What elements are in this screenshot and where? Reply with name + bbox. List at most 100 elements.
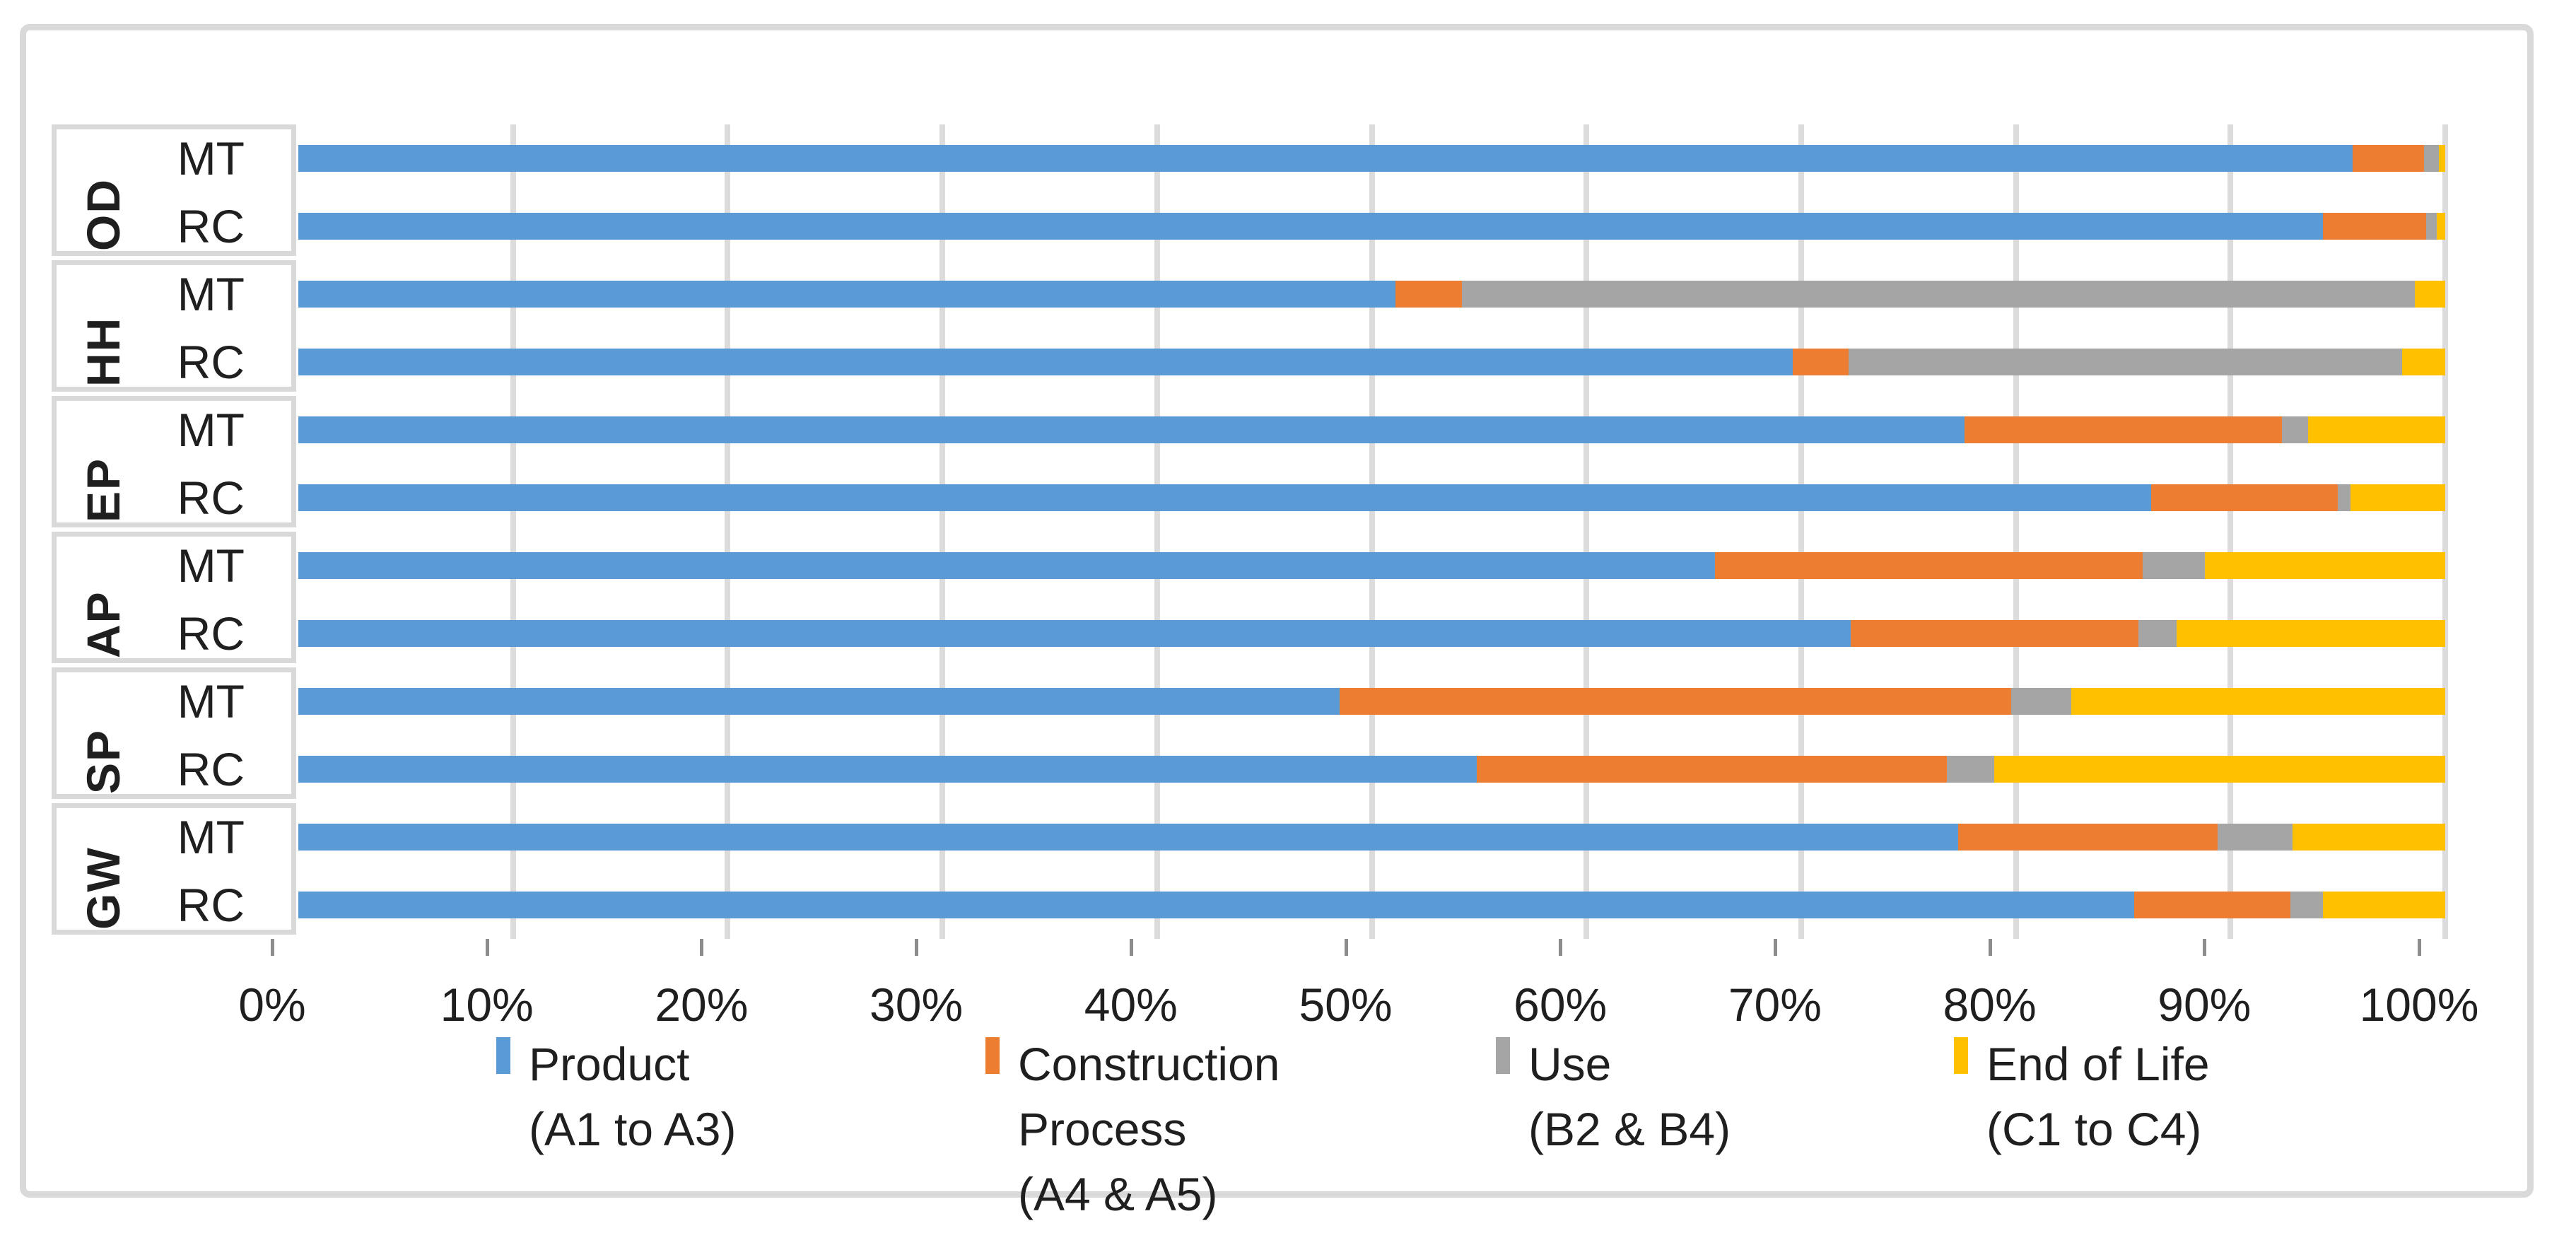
bar-segment-EP-RC-Use (B2 & B4): [2338, 484, 2351, 511]
bar-segment-OD-RC-Construction Process (A4 & A5): [2322, 213, 2426, 240]
bar-segment-OD-MT-Product (A1 to A3): [298, 145, 2353, 172]
bar-segment-EP-MT-Product (A1 to A3): [298, 416, 1965, 443]
x-tick-100%: [2418, 939, 2421, 956]
category-group-AP: AP MT RC: [52, 532, 296, 663]
bar-segment-SP-RC-Use (B2 & B4): [1947, 756, 1995, 783]
bar-EP-MT: [298, 416, 2445, 443]
bar-SP-RC: [298, 756, 2445, 783]
bar-SP-MT: [298, 688, 2445, 715]
gridline-10%: [510, 124, 516, 939]
gridline-90%: [2227, 124, 2234, 939]
sub-label-OD-MT: MT: [177, 132, 245, 185]
sub-label-EP-MT: MT: [177, 404, 245, 456]
sub-label-AP-MT: MT: [177, 539, 245, 592]
legend-label-Construction Process (A4 & A5): Construction Process (A4 & A5): [1018, 1038, 1280, 1220]
x-tick-0%: [271, 939, 274, 956]
bar-segment-HH-MT-Use (B2 & B4): [1461, 281, 2416, 308]
bar-segment-GW-MT-Use (B2 & B4): [2218, 824, 2293, 851]
legend-swatch-Product (A1 to A3): [496, 1037, 510, 1074]
bar-segment-EP-MT-Construction Process (A4 & A5): [1964, 416, 2283, 443]
gridline-70%: [1798, 124, 1804, 939]
x-tick-label-20%: 20%: [655, 978, 749, 1031]
bar-segment-OD-MT-Use (B2 & B4): [2423, 145, 2439, 172]
legend-label-Use (B2 & B4): Use (B2 & B4): [1528, 1038, 1731, 1155]
x-tick-10%: [485, 939, 489, 956]
plot-area: [298, 124, 2559, 939]
bar-segment-EP-RC-Product (A1 to A3): [298, 484, 2151, 511]
bar-segment-SP-RC-Product (A1 to A3): [298, 756, 1477, 783]
gridline-100%: [2442, 124, 2448, 939]
gridline-50%: [1369, 124, 1375, 939]
bar-AP-MT: [298, 552, 2445, 579]
category-axis: OD MT RC HH MT RC EP MT RC AP MT RC SP MT RC GW MT RC: [52, 124, 296, 939]
gridline-60%: [1583, 124, 1590, 939]
x-tick-label-70%: 70%: [1728, 978, 1822, 1031]
x-tick-label-60%: 60%: [1514, 978, 1608, 1031]
sub-label-OD-RC: RC: [177, 200, 245, 252]
bar-segment-OD-RC-Product (A1 to A3): [298, 213, 2323, 240]
bar-segment-SP-MT-Product (A1 to A3): [298, 688, 1340, 715]
x-tick-label-0%: 0%: [238, 978, 306, 1031]
bar-segment-GW-RC-End of Life (C1 to C4): [2322, 892, 2445, 918]
bar-OD-MT: [298, 145, 2445, 172]
legend-swatch-Use (B2 & B4): [1496, 1037, 1510, 1074]
sub-label-GW-MT: MT: [177, 811, 245, 863]
bar-GW-MT: [298, 824, 2445, 851]
bar-segment-SP-MT-End of Life (C1 to C4): [2071, 688, 2445, 715]
bar-segment-HH-RC-End of Life (C1 to C4): [2402, 349, 2445, 375]
legend-item-Product (A1 to A3): Product (A1 to A3): [496, 1032, 737, 1162]
sub-label-EP-RC: RC: [177, 472, 245, 524]
legend-item-Construction Process (A4 & A5): Construction Process (A4 & A5): [985, 1032, 1280, 1227]
gridline-80%: [2013, 124, 2019, 939]
bar-segment-HH-MT-End of Life (C1 to C4): [2415, 281, 2445, 308]
bar-segment-HH-RC-Product (A1 to A3): [298, 349, 1793, 375]
x-tick-60%: [1559, 939, 1563, 956]
gridline-20%: [725, 124, 731, 939]
legend-swatch-End of Life (C1 to C4): [1954, 1037, 1968, 1074]
bar-segment-HH-MT-Product (A1 to A3): [298, 281, 1395, 308]
gridline-40%: [1154, 124, 1160, 939]
x-tick-label-50%: 50%: [1299, 978, 1393, 1031]
x-tick-label-90%: 90%: [2158, 978, 2252, 1031]
x-tick-50%: [1344, 939, 1348, 956]
x-tick-20%: [700, 939, 704, 956]
bar-AP-RC: [298, 620, 2446, 647]
category-group-OD: OD MT RC: [52, 124, 296, 256]
bar-segment-GW-MT-End of Life (C1 to C4): [2293, 824, 2445, 851]
sub-label-GW-RC: RC: [177, 879, 245, 931]
bar-segment-OD-RC-End of Life (C1 to C4): [2436, 213, 2445, 240]
bar-segment-AP-RC-Product (A1 to A3): [298, 620, 1851, 647]
sub-label-HH-MT: MT: [177, 268, 245, 320]
bar-OD-RC: [298, 213, 2445, 240]
bar-segment-AP-MT-Use (B2 & B4): [2142, 552, 2205, 579]
x-tick-40%: [1129, 939, 1133, 956]
x-tick-80%: [1988, 939, 1992, 956]
bar-segment-GW-MT-Product (A1 to A3): [298, 824, 1958, 851]
bar-segment-AP-MT-End of Life (C1 to C4): [2204, 552, 2445, 579]
x-tick-label-10%: 10%: [440, 978, 534, 1031]
x-tick-70%: [1773, 939, 1777, 956]
bar-segment-HH-RC-Construction Process (A4 & A5): [1792, 349, 1849, 375]
legend-item-End of Life (C1 to C4): End of Life (C1 to C4): [1954, 1032, 2210, 1162]
category-group-EP: EP MT RC: [52, 396, 296, 527]
bar-segment-SP-RC-Construction Process (A4 & A5): [1477, 756, 1948, 783]
category-group-SP: SP MT RC: [52, 667, 296, 799]
bar-HH-RC: [298, 349, 2445, 375]
gridline-30%: [939, 124, 946, 939]
legend-label-End of Life (C1 to C4): End of Life (C1 to C4): [1986, 1038, 2210, 1155]
bar-segment-OD-MT-Construction Process (A4 & A5): [2353, 145, 2424, 172]
x-tick-label-30%: 30%: [870, 978, 964, 1031]
bar-GW-RC: [298, 892, 2445, 918]
bar-segment-OD-RC-Use (B2 & B4): [2425, 213, 2437, 240]
sub-label-SP-MT: MT: [177, 675, 245, 727]
category-group-GW: GW MT RC: [52, 803, 296, 935]
chart-frame: OD MT RC HH MT RC EP MT RC AP MT RC SP MT RC GW MT RC 0% 1…: [20, 24, 2534, 1220]
bar-segment-AP-MT-Construction Process (A4 & A5): [1715, 552, 2143, 579]
bar-segment-AP-RC-Construction Process (A4 & A5): [1850, 620, 2138, 647]
bar-segment-GW-RC-Product (A1 to A3): [298, 892, 2134, 918]
bar-HH-MT: [298, 281, 2445, 308]
legend-item-Use (B2 & B4): Use (B2 & B4): [1496, 1032, 1731, 1162]
bar-segment-SP-MT-Use (B2 & B4): [2011, 688, 2072, 715]
category-group-HH: HH MT RC: [52, 260, 296, 392]
